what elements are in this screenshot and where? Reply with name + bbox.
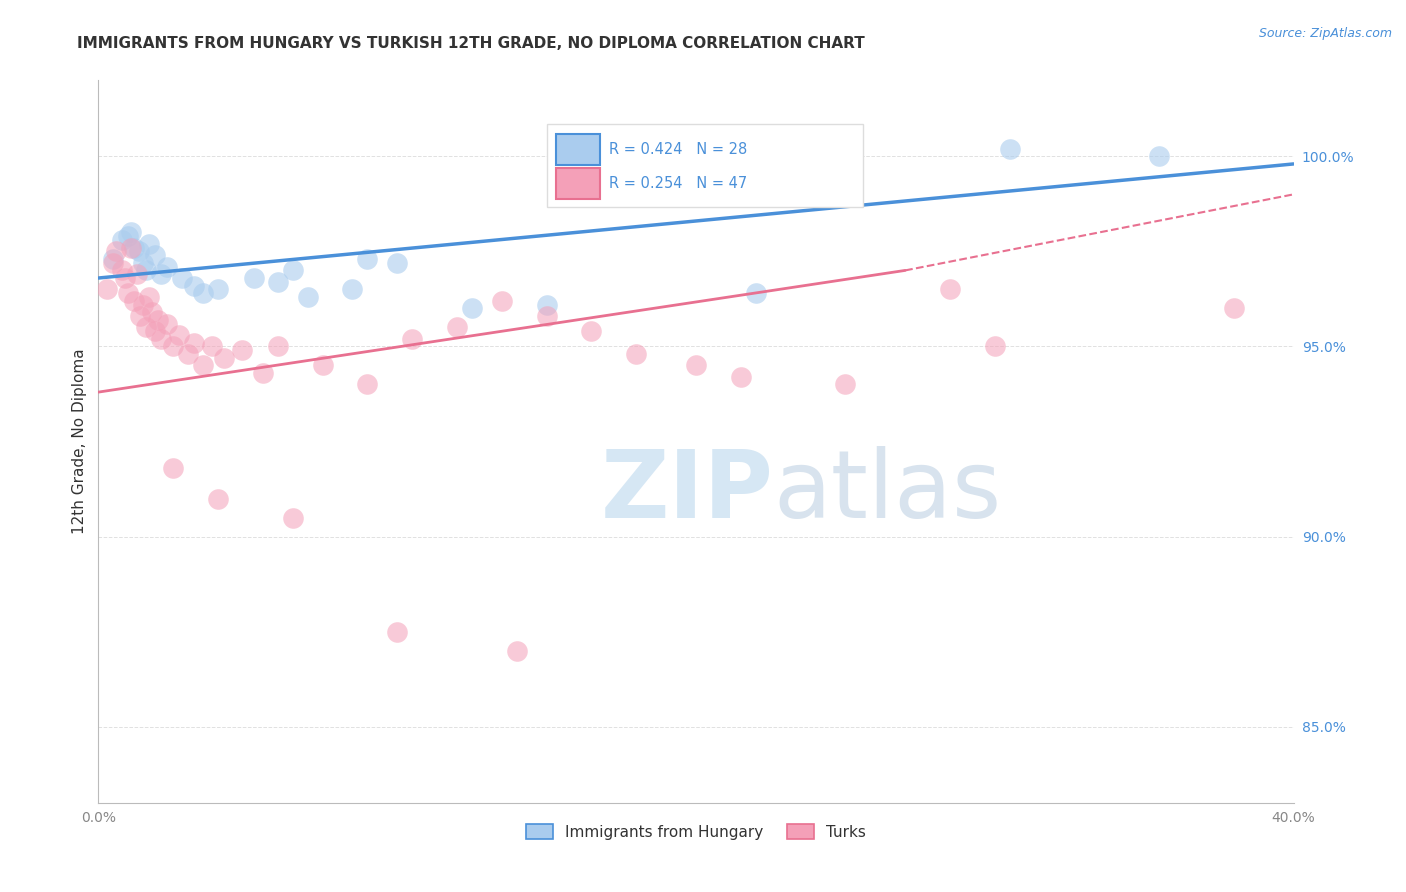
Point xyxy=(984,339,1007,353)
Point xyxy=(998,142,1021,156)
Point xyxy=(183,335,205,350)
Point xyxy=(267,339,290,353)
Point xyxy=(143,248,166,262)
Point xyxy=(120,241,142,255)
Point xyxy=(132,256,155,270)
Point xyxy=(111,233,134,247)
Point xyxy=(124,293,146,308)
Point xyxy=(135,320,157,334)
Text: IMMIGRANTS FROM HUNGARY VS TURKISH 12TH GRADE, NO DIPLOMA CORRELATION CHART: IMMIGRANTS FROM HUNGARY VS TURKISH 12TH … xyxy=(77,36,865,51)
Point xyxy=(167,328,190,343)
Point xyxy=(491,293,513,308)
Point xyxy=(191,359,214,373)
Point xyxy=(243,271,266,285)
Point xyxy=(1147,149,1170,163)
Point xyxy=(117,286,139,301)
Point xyxy=(162,461,184,475)
Point xyxy=(114,271,136,285)
Point xyxy=(506,643,529,657)
Point xyxy=(135,263,157,277)
Point xyxy=(148,313,170,327)
Point xyxy=(191,286,214,301)
Point xyxy=(385,256,409,270)
Point xyxy=(461,301,484,316)
Point xyxy=(939,282,962,296)
Point xyxy=(207,282,229,296)
Point xyxy=(177,347,200,361)
Point xyxy=(183,278,205,293)
Legend: Immigrants from Hungary, Turks: Immigrants from Hungary, Turks xyxy=(520,818,872,846)
Point xyxy=(342,282,364,296)
Point xyxy=(356,252,378,266)
Point xyxy=(581,324,603,338)
Point xyxy=(150,267,173,281)
Point xyxy=(536,309,558,323)
Point xyxy=(150,332,173,346)
FancyBboxPatch shape xyxy=(557,135,600,165)
Point xyxy=(103,252,125,266)
Point xyxy=(129,309,152,323)
Point xyxy=(132,298,155,312)
Point xyxy=(162,339,184,353)
Point xyxy=(156,317,179,331)
Point xyxy=(127,267,149,281)
Point xyxy=(138,236,160,251)
Point xyxy=(143,324,166,338)
Text: R = 0.424   N = 28: R = 0.424 N = 28 xyxy=(609,142,747,157)
Y-axis label: 12th Grade, No Diploma: 12th Grade, No Diploma xyxy=(72,349,87,534)
Point xyxy=(117,229,139,244)
Point xyxy=(356,377,378,392)
Point xyxy=(281,510,304,524)
Text: ZIP: ZIP xyxy=(600,446,773,538)
Point xyxy=(536,298,558,312)
Point xyxy=(124,241,146,255)
Point xyxy=(834,377,856,392)
Point xyxy=(626,347,648,361)
Point xyxy=(745,286,768,301)
Point xyxy=(138,290,160,304)
Point xyxy=(1223,301,1246,316)
Point xyxy=(231,343,253,358)
Point xyxy=(201,339,224,353)
Point xyxy=(141,305,163,319)
Point xyxy=(120,226,142,240)
Point xyxy=(311,359,333,373)
Point xyxy=(128,244,150,259)
Point xyxy=(267,275,290,289)
Text: atlas: atlas xyxy=(773,446,1002,538)
Text: Source: ZipAtlas.com: Source: ZipAtlas.com xyxy=(1258,27,1392,40)
Point xyxy=(385,624,409,639)
Point xyxy=(105,244,128,259)
Point xyxy=(212,351,235,365)
FancyBboxPatch shape xyxy=(557,169,600,199)
Point xyxy=(156,260,179,274)
Point xyxy=(401,332,423,346)
Point xyxy=(207,491,229,506)
Point xyxy=(730,370,752,384)
Point xyxy=(172,271,194,285)
Point xyxy=(111,263,134,277)
Text: R = 0.254   N = 47: R = 0.254 N = 47 xyxy=(609,176,747,191)
FancyBboxPatch shape xyxy=(547,124,863,207)
Point xyxy=(446,320,468,334)
Point xyxy=(252,366,274,380)
Point xyxy=(103,256,125,270)
Point xyxy=(281,263,304,277)
Point xyxy=(685,359,707,373)
Point xyxy=(96,282,118,296)
Point xyxy=(297,290,319,304)
